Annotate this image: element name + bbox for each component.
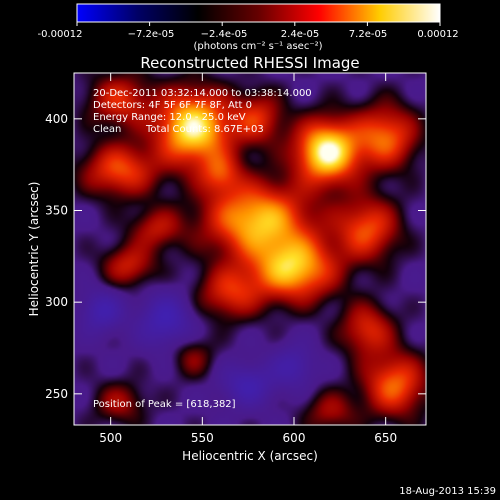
peak-position-label: Position of Peak = [618,382]: [93, 399, 236, 410]
y-tick-label: 250: [45, 387, 68, 401]
colorbar-tick-label: −2.4e-05: [201, 29, 248, 40]
colorbar-units-label: (photons cm⁻² s⁻¹ asec⁻²): [193, 41, 322, 52]
y-axis-label: Heliocentric Y (arcsec): [27, 182, 41, 317]
y-tick-label: 400: [45, 112, 68, 126]
time-range-label: 20-Dec-2011 03:32:14.000 to 03:38:14.000: [93, 88, 312, 99]
x-tick-label: 500: [99, 431, 122, 445]
heatmap-image: [74, 73, 426, 425]
x-tick-label: 550: [191, 431, 214, 445]
colorbar-tick-label: 2.4e-05: [281, 29, 319, 40]
colorbar-ticks: [76, 22, 441, 26]
colorbar-tick-label: −7.2e-05: [128, 29, 175, 40]
detectors-label: Detectors: 4F 5F 6F 7F 8F, Att 0: [93, 100, 252, 111]
y-axis-ticks: 250 300 350 400: [45, 112, 426, 401]
colorbar-tick-labels: -0.00012 −7.2e-05 −2.4e-05 2.4e-05 7.2e-…: [38, 29, 459, 40]
annotation-block: 20-Dec-2011 03:32:14.000 to 03:38:14.000…: [93, 88, 312, 410]
x-tick-label: 650: [374, 431, 397, 445]
colorbar-tick-label: 0.00012: [417, 29, 458, 40]
x-tick-label: 600: [283, 431, 306, 445]
x-axis-ticks: 500 550 600 650: [99, 73, 397, 445]
plot-area: 500 550 600 650 250 300 350 400: [45, 72, 427, 445]
colorbar: [76, 3, 441, 23]
energy-range-label: Energy Range: 12.0 - 25.0 keV: [93, 112, 246, 123]
y-tick-label: 300: [45, 295, 68, 309]
total-counts-label: Total Counts: 8.67E+03: [145, 124, 264, 135]
x-axis-label: Heliocentric X (arcsec): [182, 449, 318, 463]
colorbar-tick-label: 7.2e-05: [349, 29, 387, 40]
plot-frame: [73, 72, 427, 426]
colorbar-tick-label: -0.00012: [38, 29, 83, 40]
render-timestamp: 18-Aug-2013 15:39: [399, 486, 496, 497]
y-tick-label: 350: [45, 204, 68, 218]
chart-title: Reconstructed RHESSI Image: [140, 54, 359, 72]
algorithm-label: Clean: [93, 124, 121, 135]
